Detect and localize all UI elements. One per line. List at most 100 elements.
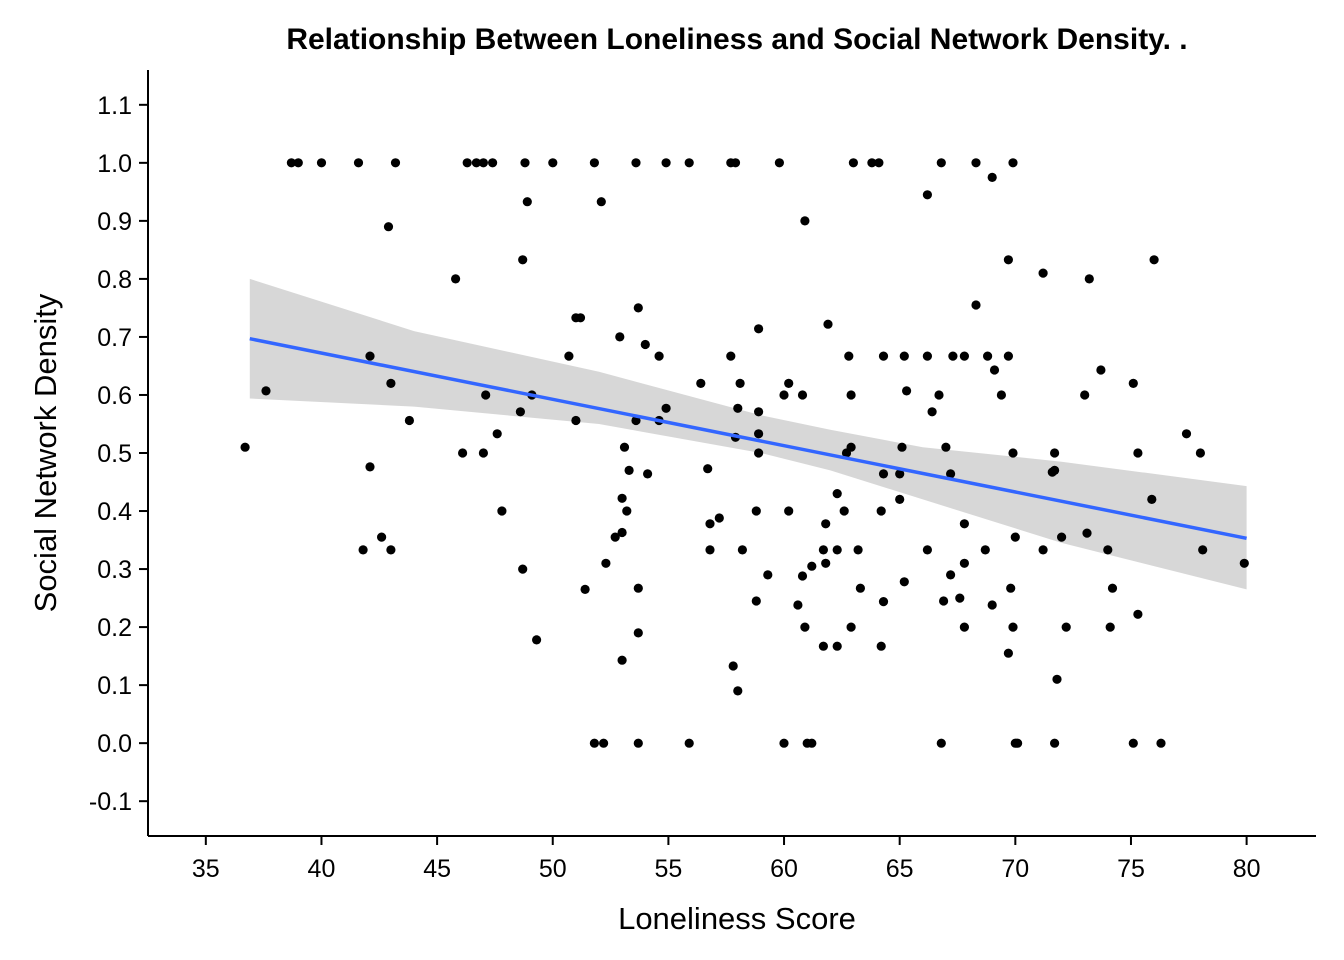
data-point-101 (1133, 448, 1143, 458)
data-point-138 (853, 545, 863, 555)
data-point-56 (797, 390, 808, 400)
data-point-45 (365, 351, 375, 361)
data-point-165 (733, 686, 743, 696)
data-point-81 (619, 442, 630, 452)
data-point-130 (797, 571, 808, 581)
x-tick-label-4: 55 (654, 855, 682, 883)
data-point-184 (807, 738, 817, 748)
data-point-134 (821, 558, 831, 568)
data-point-178 (589, 738, 600, 748)
data-point-39 (575, 313, 586, 323)
data-point-79 (515, 407, 526, 417)
trend-line-layer (249, 336, 1247, 541)
data-point-118 (643, 469, 653, 479)
confidence-band-layer (249, 278, 1247, 590)
y-tick-label-2: 0.1 (97, 672, 132, 700)
data-point-125 (751, 506, 761, 516)
data-point-49 (564, 351, 574, 361)
data-point-98 (1050, 448, 1060, 458)
data-point-175 (1061, 622, 1071, 632)
data-point-160 (1239, 558, 1249, 568)
data-point-62 (922, 351, 933, 361)
x-tick-label-9: 80 (1233, 855, 1261, 883)
data-point-50 (654, 351, 664, 361)
data-point-135 (832, 489, 842, 499)
chart-title: Relationship Between Loneliness and Soci… (286, 23, 1187, 56)
data-point-148 (959, 519, 970, 529)
y-tick-label-3: 0.2 (97, 614, 132, 642)
data-point-119 (633, 583, 643, 593)
data-point-102 (1147, 494, 1157, 504)
data-point-51 (696, 378, 706, 388)
x-tick-label-3: 50 (539, 855, 567, 883)
data-point-147 (955, 593, 965, 603)
data-point-133 (821, 519, 831, 529)
data-point-172 (1003, 648, 1014, 658)
y-tick-label-11: 1.0 (97, 150, 132, 178)
data-point-8 (488, 158, 498, 168)
y-tick-label-1: 0.0 (97, 730, 132, 758)
x-tick-label-2: 45 (423, 855, 451, 883)
data-point-86 (733, 403, 743, 413)
data-point-177 (1133, 609, 1143, 619)
y-tick-label-5: 0.4 (97, 498, 132, 526)
y-tick-label-6: 0.5 (97, 440, 132, 468)
data-point-36 (971, 300, 981, 310)
data-point-76 (458, 448, 468, 458)
y-tick-label-9: 0.8 (97, 266, 132, 294)
data-point-69 (996, 390, 1007, 400)
data-point-141 (878, 597, 889, 607)
data-point-182 (779, 738, 789, 748)
x-tick-label-5: 60 (770, 855, 798, 883)
data-point-103 (1181, 429, 1192, 439)
data-point-95 (941, 442, 951, 452)
data-point-137 (839, 506, 849, 516)
data-point-57 (844, 351, 854, 361)
data-point-143 (899, 577, 909, 587)
data-point-181 (684, 738, 694, 748)
data-point-32 (1003, 255, 1014, 265)
y-tick-label-10: 0.9 (97, 208, 132, 236)
y-axis-title: Social Network Density (28, 293, 63, 612)
data-point-73 (1128, 378, 1138, 388)
data-point-128 (784, 506, 794, 516)
data-point-129 (793, 600, 803, 610)
data-point-28 (383, 222, 394, 232)
data-point-122 (705, 545, 715, 555)
data-point-18 (848, 158, 859, 168)
data-point-132 (818, 545, 829, 555)
data-point-88 (754, 429, 764, 439)
data-point-54 (779, 390, 789, 400)
data-point-120 (703, 464, 713, 474)
data-point-157 (1103, 545, 1113, 555)
data-point-44 (261, 386, 271, 396)
data-point-31 (518, 255, 528, 265)
data-point-179 (599, 738, 609, 748)
y-tick-label-4: 0.3 (97, 556, 132, 584)
data-point-89 (754, 407, 764, 417)
data-point-27 (596, 197, 606, 207)
data-point-0 (286, 158, 296, 168)
data-point-61 (902, 386, 912, 396)
data-point-21 (936, 158, 946, 168)
data-point-63 (927, 407, 937, 417)
data-point-142 (895, 494, 905, 504)
data-point-140 (876, 506, 886, 516)
data-point-7 (478, 158, 488, 168)
data-point-109 (497, 506, 507, 516)
x-tick-label-8: 75 (1117, 855, 1145, 883)
data-point-59 (878, 351, 889, 361)
x-axis-ticks: 35 40 45 50 55 60 65 70 75 80 (192, 836, 1261, 883)
data-point-24 (987, 172, 997, 182)
points-layer (240, 158, 1249, 748)
data-point-13 (661, 158, 671, 168)
data-point-22 (971, 158, 981, 168)
data-point-72 (1096, 365, 1106, 375)
data-point-35 (1149, 255, 1159, 265)
data-point-60 (899, 351, 909, 361)
data-point-53 (735, 378, 745, 388)
data-point-188 (1050, 738, 1060, 748)
data-point-77 (478, 448, 488, 458)
data-point-154 (1038, 545, 1048, 555)
data-point-152 (1006, 583, 1016, 593)
